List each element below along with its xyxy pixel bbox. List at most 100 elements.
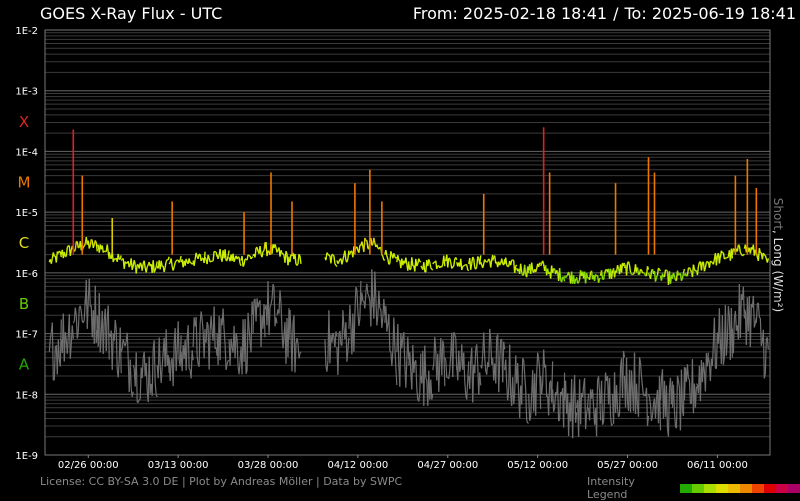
series-long-segment — [419, 259, 420, 262]
series-short-segment — [338, 334, 339, 375]
series-short-segment — [433, 363, 434, 370]
series-short-segment — [152, 349, 153, 396]
series-long-segment — [262, 251, 263, 257]
series-long-segment — [155, 267, 156, 270]
series-long-segment — [642, 270, 643, 273]
series-long-segment — [489, 259, 490, 260]
flare-class-x: X — [19, 113, 29, 131]
series-short-segment — [733, 318, 734, 353]
series-long-segment — [136, 265, 137, 274]
series-long-segment — [693, 265, 694, 270]
series-long-segment — [659, 270, 660, 271]
series-long-segment — [286, 251, 287, 254]
series-short-segment — [389, 314, 390, 351]
y-axis-label-short: Short — [771, 198, 785, 230]
series-long-segment — [396, 257, 397, 258]
y-tick-label: 1E-2 — [15, 26, 38, 37]
series-long-segment — [424, 262, 425, 272]
series-short-segment — [103, 320, 104, 353]
series-long-segment — [342, 260, 343, 264]
series-long-segment — [759, 248, 760, 253]
series-short-segment — [400, 333, 401, 386]
series-long-segment — [683, 269, 684, 273]
series-long-segment — [575, 279, 576, 284]
series-short-segment — [523, 358, 524, 360]
series-short-segment — [496, 337, 497, 383]
series-long-segment — [367, 240, 368, 248]
series-long-segment — [391, 251, 392, 254]
series-long-segment — [681, 278, 682, 280]
series-long-segment — [433, 262, 434, 264]
series-long-segment — [328, 254, 329, 255]
series-long-segment — [389, 264, 390, 265]
series-long-segment — [450, 259, 451, 263]
y-tick-label: 1E-5 — [15, 208, 38, 219]
series-long-segment — [579, 280, 580, 283]
series-long-segment — [382, 255, 383, 256]
series-short-segment — [188, 325, 189, 368]
series-long-segment — [300, 256, 301, 264]
y-tick-label: 1E-4 — [15, 147, 38, 158]
series-long-segment — [343, 255, 344, 260]
series-short-segment — [380, 308, 381, 309]
series-short-segment — [392, 351, 393, 366]
series-short-segment — [130, 360, 131, 389]
series-long-segment — [263, 251, 264, 252]
series-long-segment — [532, 263, 533, 271]
series-long-segment — [239, 257, 240, 263]
series-long-segment — [267, 251, 268, 256]
series-short-segment — [367, 284, 368, 294]
series-long-segment — [140, 263, 141, 265]
series-long-segment — [345, 251, 346, 261]
series-long-segment — [553, 269, 554, 273]
x-tick-label: 05/12 00:00 — [507, 460, 568, 471]
series-long-segment — [102, 245, 103, 252]
series-long-segment — [452, 267, 453, 269]
series-short-segment — [290, 310, 291, 333]
series-long-segment — [577, 277, 578, 283]
series-long-segment — [716, 256, 717, 266]
series-short-segment — [224, 330, 225, 345]
series-long-segment — [84, 244, 85, 246]
series-long-segment — [655, 278, 656, 282]
series-long-segment — [648, 273, 649, 276]
series-short-segment — [475, 349, 476, 373]
series-long-segment — [502, 259, 503, 264]
series-long-segment — [225, 249, 226, 260]
series-long-segment — [690, 270, 691, 273]
series-short-segment — [688, 378, 689, 380]
series-short-segment — [518, 363, 519, 395]
series-long-segment — [647, 266, 648, 269]
series-long-segment — [326, 253, 327, 261]
series-long-segment — [129, 265, 130, 267]
series-long-segment — [96, 243, 97, 252]
series-short-segment — [395, 346, 396, 367]
series-long-segment — [763, 253, 764, 255]
series-long-segment — [257, 247, 258, 251]
series-long-segment — [201, 258, 202, 261]
series-long-segment — [478, 256, 479, 258]
series-long-segment — [333, 255, 334, 256]
series-long-segment — [228, 250, 229, 255]
series-long-segment — [644, 273, 645, 274]
series-long-segment — [725, 258, 726, 259]
series-long-segment — [448, 258, 449, 267]
series-long-segment — [334, 256, 335, 264]
series-long-segment — [670, 276, 671, 284]
series-long-segment — [77, 242, 78, 248]
series-short-segment — [655, 399, 656, 418]
series-short-segment — [417, 389, 418, 399]
series-short-segment — [173, 344, 174, 386]
series-long-segment — [331, 254, 332, 263]
series-short-segment — [431, 380, 432, 400]
series-long-segment — [186, 259, 187, 262]
series-long-segment — [335, 264, 336, 265]
series-short-segment — [239, 361, 240, 374]
series-long-segment — [665, 270, 666, 271]
series-long-segment — [521, 264, 522, 272]
series-long-segment — [234, 259, 235, 262]
series-long-segment — [339, 259, 340, 261]
series-long-segment — [727, 257, 728, 258]
series-long-segment — [523, 275, 524, 276]
series-short-segment — [508, 390, 509, 401]
